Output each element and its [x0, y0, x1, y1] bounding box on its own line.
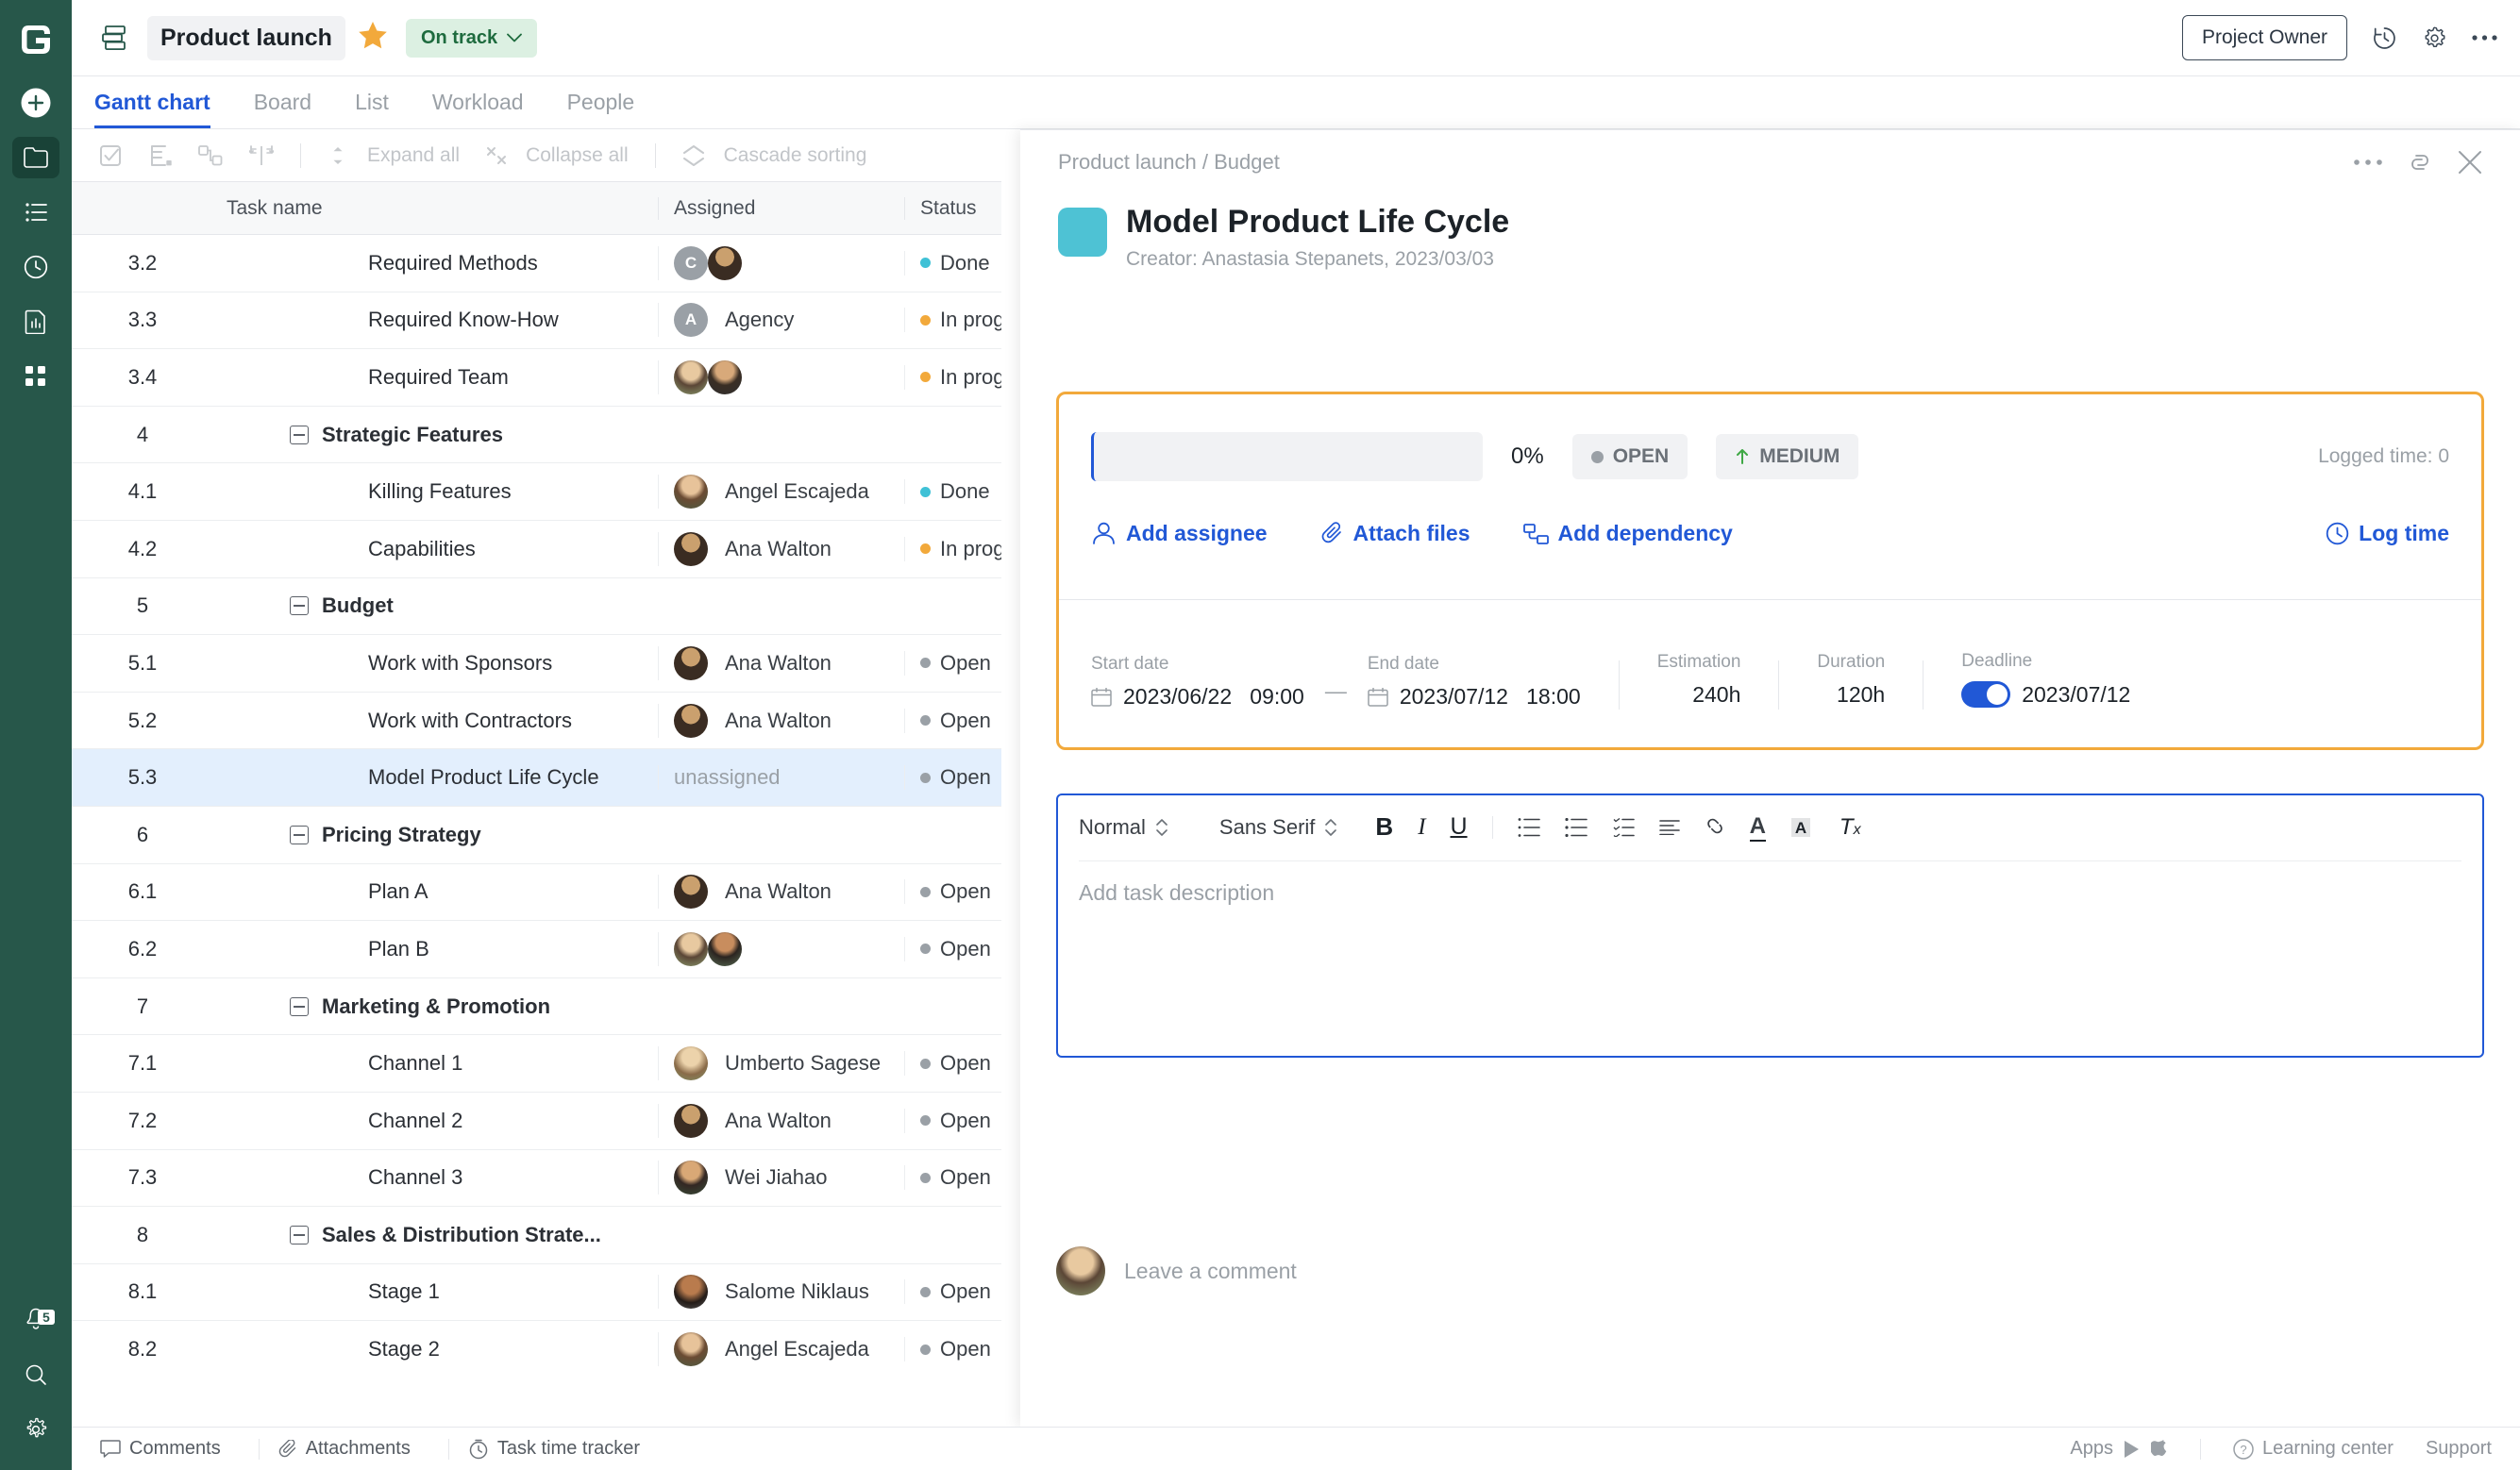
svg-text:A: A	[1795, 819, 1806, 837]
svg-text:?: ?	[2240, 1443, 2246, 1457]
